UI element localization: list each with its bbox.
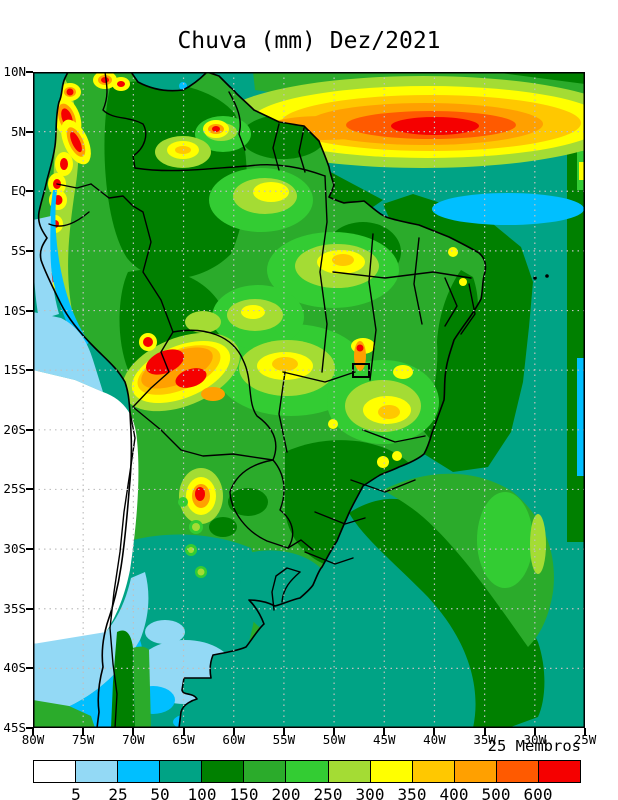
lat-tick-label: 20S [3,421,26,437]
colorbar-boundary-label: 350 [397,785,427,800]
colorbar-boundary-label: 250 [313,785,343,800]
colorbar-cell [202,761,245,782]
chart-title: Chuva (mm) Dez/2021 [177,28,441,54]
lat-tick-label: 15S [3,362,26,378]
lat-tick-label: 40S [3,660,26,676]
colorbar-cell [370,761,413,782]
colorbar-cell [118,761,161,782]
colorbar-cell [34,761,77,782]
lat-tick-mark [26,548,33,551]
lon-tick-mark [483,728,486,735]
lat-tick-label: 35S [3,600,26,616]
colorbar-cell [496,761,539,782]
ensemble-members-label: 25 Membros [487,737,581,755]
lon-tick-mark [333,728,336,735]
lon-tick-mark [433,728,436,735]
lat-tick-mark [26,727,33,729]
colorbar-cell [538,761,581,782]
lat-tick-label: 10N [3,64,26,79]
colorbar-boundary-label: 600 [523,785,553,800]
lat-tick-label: 5N [10,123,26,139]
colorbar-boundary-label: 5 [71,785,81,800]
lon-tick-mark [82,728,85,735]
lon-tick-label: 50W [322,732,346,747]
dry-zone [33,312,149,728]
lat-tick-label: 45S [3,720,26,735]
lon-tick-label: 40W [423,732,446,747]
colorbar-boundary-label: 400 [439,785,469,800]
colorbar-boundary-label: 300 [355,785,385,800]
lon-tick-mark [533,728,536,735]
lon-tick-label: 45W [372,732,396,747]
atlantic-low-rain-lens [432,193,584,225]
island-dot [545,274,549,278]
lon-tick-mark [232,728,235,735]
lat-tick-mark [26,130,33,133]
lat-tick-mark [26,71,33,73]
lon-tick-label: 35W [473,732,496,747]
colorbar-cell [160,761,203,782]
colorbar-boundary-label: 500 [481,785,511,800]
lon-tick-label: 60W [222,732,245,747]
colorbar-boundary-label: 150 [229,785,259,800]
lat-tick-mark [26,249,33,252]
country-borders [48,72,476,728]
lon-tick-label: 55W [272,732,296,747]
island-dot [533,276,537,280]
colorbar-boundary-label: 100 [187,785,217,800]
lon-tick-label: 75W [71,732,95,747]
lon-tick-mark [32,728,34,735]
lat-tick-label: EQ [10,183,26,199]
colorbar-cell [454,761,497,782]
lon-tick-mark [383,728,386,735]
map-plot-area [33,72,585,728]
colorbar-cell [76,761,119,782]
lon-tick-mark [282,728,285,735]
gridlines [33,72,585,728]
lat-tick-label: 30S [3,541,26,557]
colorbar-boundary-label: 25 [108,785,128,800]
lat-tick-mark [26,428,33,431]
lat-tick-label: 25S [3,481,26,497]
lat-tick-mark [26,667,33,670]
lat-tick-mark [26,190,33,193]
colorbar-boundary-label: 200 [271,785,301,800]
colorbar-cell [412,761,455,782]
colorbar-cell [328,761,371,782]
lon-tick-label: 65W [172,732,195,747]
lat-tick-label: 5S [10,242,26,258]
colorbar [33,760,581,783]
lon-tick-mark [182,728,185,735]
coastline [37,72,487,728]
lon-tick-mark [584,728,586,735]
lon-tick-label: 25W [573,732,597,747]
colorbar-boundary-label: 50 [150,785,170,800]
lon-tick-label: 80W [21,732,45,747]
colorbar-cell [244,761,287,782]
lat-tick-mark [26,607,33,610]
south-america-precipitation-map [33,72,585,728]
lat-tick-mark [26,309,33,312]
colorbar-cell [286,761,329,782]
lon-tick-mark [132,728,135,735]
lon-tick-label: 70W [122,732,145,747]
lat-tick-mark [26,369,33,372]
lat-tick-mark [26,488,33,491]
lat-tick-label: 10S [3,302,26,318]
lon-tick-label: 30W [523,732,547,747]
plot-frame [33,72,585,728]
